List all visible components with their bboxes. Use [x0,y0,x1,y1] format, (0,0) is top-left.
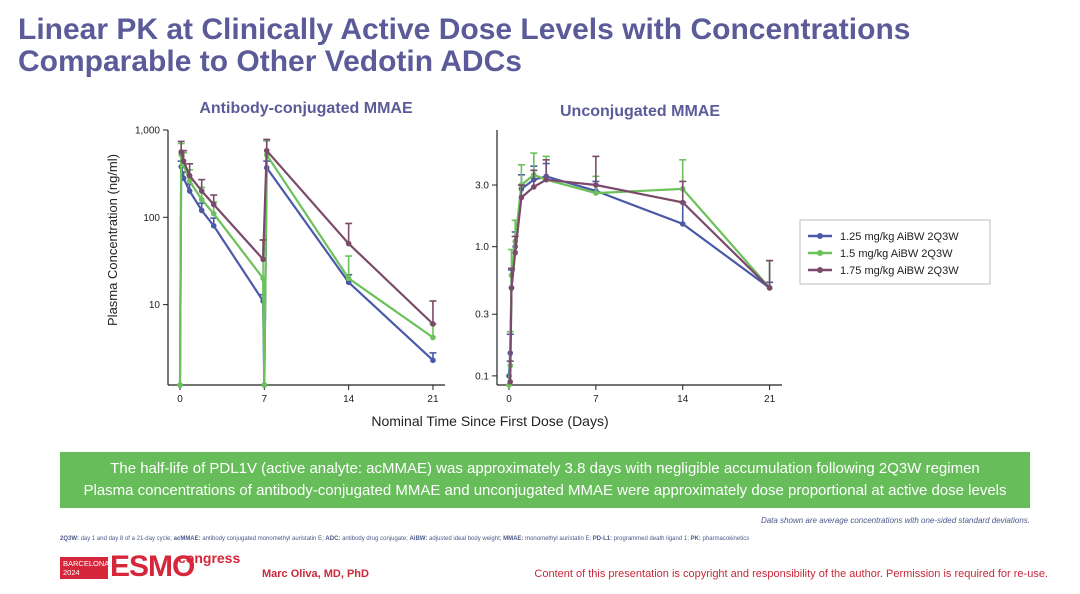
abbrev-def: programmed death ligand 1; [612,536,691,542]
x-tick-label: 7 [262,394,268,405]
legend-label: 1.25 mg/kg AiBW 2Q3W [840,231,959,243]
series-line [178,164,434,386]
y-tick-label: 1,000 [135,126,160,137]
logo-city-badge: BARCELONA 2024 [60,557,110,579]
data-point [210,222,217,229]
series-line [509,178,771,382]
logo-suffix: congress [178,550,241,566]
logo-city: BARCELONA [63,559,110,568]
data-point [260,275,266,282]
data-point [345,240,352,247]
data-point [261,382,268,388]
chart-title: Unconjugated MMAE [560,103,720,120]
x-tick-label: 0 [177,394,183,405]
data-point [180,158,187,164]
y-tick-label: 0.1 [475,371,489,382]
x-tick-label: 0 [506,394,512,405]
shared-x-axis-label: Nominal Time Since First Dose (Days) [371,413,608,429]
abbrev-def: adjusted ideal body weight; [427,536,504,542]
legend-swatch-marker [817,233,823,239]
data-point [518,194,525,201]
data-point [210,210,217,217]
abbrev-def: monomethyl auristatin E; [523,536,593,542]
abbrev-term: AiBW: [409,536,428,542]
x-tick-label: 21 [764,394,776,405]
data-point [508,285,515,291]
shared-y-axis-label: Plasma Concentration (ng/ml) [105,154,120,326]
data-point [177,382,183,388]
data-point [512,249,519,256]
data-point [766,285,773,291]
y-tick-label: 100 [143,213,160,224]
abbreviations: 2Q3W: day 1 and day 8 of a 21-day cycle;… [60,536,749,542]
data-point [198,196,205,203]
series-line [180,147,434,325]
data-point [430,321,436,327]
x-tick-label: 14 [677,394,689,405]
data-point [593,190,599,196]
legend-label: 1.75 mg/kg AiBW 2Q3W [840,265,959,277]
y-tick-label: 3.0 [475,181,489,192]
data-point [186,188,193,194]
y-tick-label: 1.0 [475,242,489,253]
slide-title: Linear PK at Clinically Active Dose Leve… [18,13,911,78]
data-point [198,207,205,214]
data-point [345,279,352,286]
findings-box: The half-life of PDL1V (active analyte: … [60,452,1030,508]
abbrev-def: pharmacokinetics [700,536,750,542]
data-point [430,357,436,364]
series-2 [177,140,437,388]
chart-title: Antibody-conjugated MMAE [199,100,413,117]
data-point [543,176,550,183]
pk-charts: Antibody-conjugated MMAE 10 100 1,000 0 7 14 21… [105,100,991,429]
abbrev-term: MMAE: [503,536,524,542]
abbrev-term: PD-L1: [592,536,613,542]
legend-swatch-marker [817,250,823,256]
logo-year: 2024 [63,568,80,577]
chart-acmmae: Antibody-conjugated MMAE 10 100 1,000 0 7 14 21 [135,100,445,405]
data-point [345,275,352,282]
series-1 [506,162,774,379]
chart-unconjugated-mmae: Unconjugated MMAE 0.1 0.3 1.0 3.0 0 7 14 21 [475,103,782,405]
series-line [507,175,771,376]
legend: 1.25 mg/kg AiBW 2Q3W 1.5 mg/kg AiBW 2Q3W 1… [799,219,991,285]
presenter-name: Marc Oliva, MD, PhD [262,568,369,580]
data-point [186,178,193,184]
abbrev-term: 2Q3W: [60,536,79,542]
abbrev-term: PK: [690,536,701,542]
data-point [430,334,436,341]
copyright-notice: Content of this presentation is copyrigh… [534,568,1048,580]
data-point [198,188,205,194]
data-point [263,147,270,154]
finding-half-life: The half-life of PDL1V (active analyte: … [110,460,980,477]
abbrev-term: acMMAE: [173,536,201,542]
data-point [531,184,537,190]
abbrev-def: antibody conjugated monomethyl auristati… [200,536,326,542]
data-point [186,172,193,179]
abbrev-def: day 1 and day 8 of a 21-day cycle; [78,536,174,542]
series-line [178,151,434,386]
data-note: Data shown are average concentrations wi… [760,516,1030,525]
series-3 [177,138,437,327]
x-tick-label: 7 [593,394,599,405]
abbrev-def: antibody drug conjugate; [340,536,410,542]
y-tick-label: 10 [149,300,161,311]
data-point [679,221,686,227]
data-point [593,182,599,188]
y-tick-label: 0.3 [475,310,489,321]
x-tick-label: 21 [427,394,439,405]
data-point [180,175,187,182]
data-point [679,199,686,206]
legend-label: 1.5 mg/kg AiBW 2Q3W [840,248,953,260]
x-tick-label: 14 [343,394,355,405]
finding-dose-proportional: Plasma concentrations of antibody-conjug… [83,482,1007,499]
data-point [507,378,514,385]
abbrev-term: ADC: [325,536,341,542]
data-point [210,201,217,208]
series-3 [506,155,774,385]
data-point [260,256,266,263]
logo-brand: ESMO [110,550,195,583]
legend-swatch-marker [817,267,823,273]
series-2 [506,152,774,388]
